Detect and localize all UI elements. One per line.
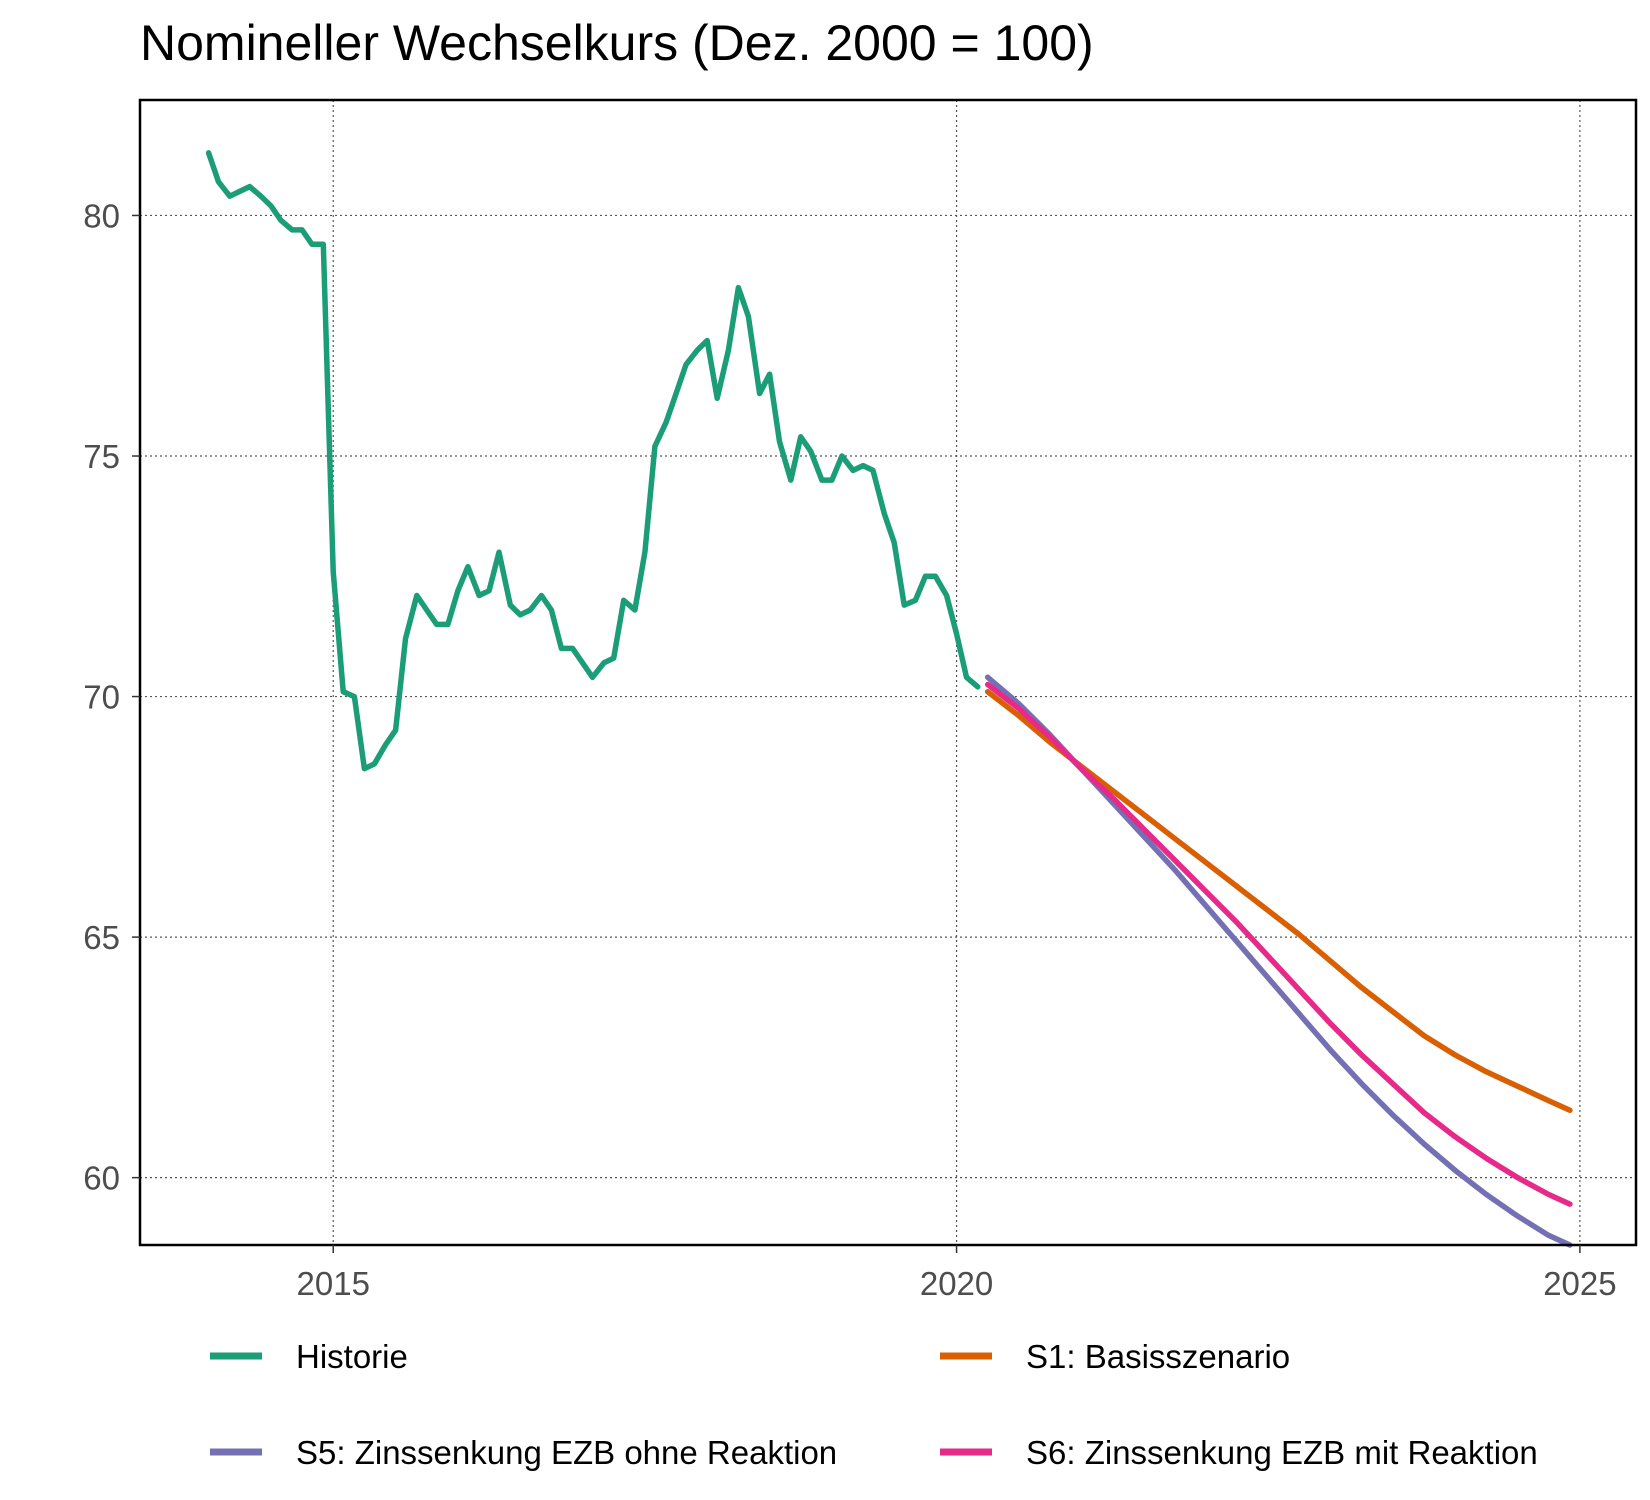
axis-ticks: 60 65 70 75 80 2015 2020 2025	[83, 197, 1616, 1302]
grid-lines	[140, 100, 1636, 1245]
x-tick-label: 2025	[1543, 1265, 1616, 1302]
x-tick-label: 2015	[297, 1265, 370, 1302]
plot-frame	[138, 98, 1638, 1247]
legend-label: S6: Zinssenkung EZB mit Reaktion	[1026, 1434, 1538, 1471]
series-line-2	[984, 688, 1573, 1114]
legend-label: S5: Zinssenkung EZB ohne Reaktion	[296, 1434, 837, 1471]
y-tick-label: 70	[83, 679, 120, 716]
x-tick-label: 2020	[920, 1265, 993, 1302]
y-tick-label: 60	[83, 1160, 120, 1197]
y-tick-label: 80	[83, 197, 120, 234]
legend-label: Historie	[296, 1338, 408, 1375]
legend-label: S1: Basisszenario	[1026, 1338, 1290, 1375]
series-line-4	[984, 681, 1573, 1207]
legend: Historie S1: Basisszenario S5: Zinssenkung…	[210, 1338, 1538, 1471]
y-tick-label: 75	[83, 438, 120, 475]
chart-title: Nomineller Wechselkurs (Dez. 2000 = 100)	[140, 15, 1094, 71]
y-tick-label: 65	[83, 919, 120, 956]
series-line-1	[205, 150, 981, 772]
series-lines	[205, 150, 1573, 1248]
